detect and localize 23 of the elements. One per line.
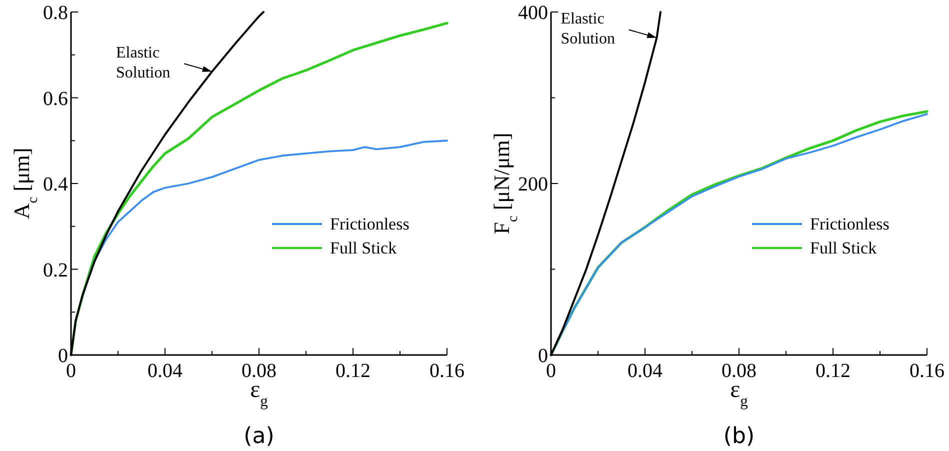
y-tick-label: 0 <box>58 345 68 367</box>
x-tick-label: 0.04 <box>628 360 662 382</box>
legend-label: Frictionless <box>330 214 410 234</box>
y-tick-label: 0 <box>538 345 548 367</box>
annotation: Elastic Solution <box>116 44 170 82</box>
x-tick-label: 0.04 <box>148 360 182 382</box>
annotation: Elastic Solution <box>560 10 615 48</box>
y-tick-label: 0.4 <box>43 174 68 196</box>
x-tick-label: 0.16 <box>910 360 944 382</box>
x-tick-label: 0.16 <box>430 360 464 382</box>
text: (b) <box>723 424 755 449</box>
y-tick-label: 400 <box>518 2 548 24</box>
x-tick-label: 0.12 <box>336 360 370 382</box>
text: (a) <box>244 424 274 449</box>
y-tick-label: 0.8 <box>43 2 68 24</box>
legend-label: Frictionless <box>810 214 890 234</box>
legend-label: Full Stick <box>810 238 878 258</box>
legend-label: Full Stick <box>330 238 398 258</box>
y-tick-label: 0.6 <box>43 88 68 110</box>
x-tick-label: 0.12 <box>816 360 850 382</box>
y-tick-label: 0.2 <box>43 259 68 282</box>
y-tick-label: 200 <box>518 174 548 196</box>
line-series <box>82 140 448 296</box>
